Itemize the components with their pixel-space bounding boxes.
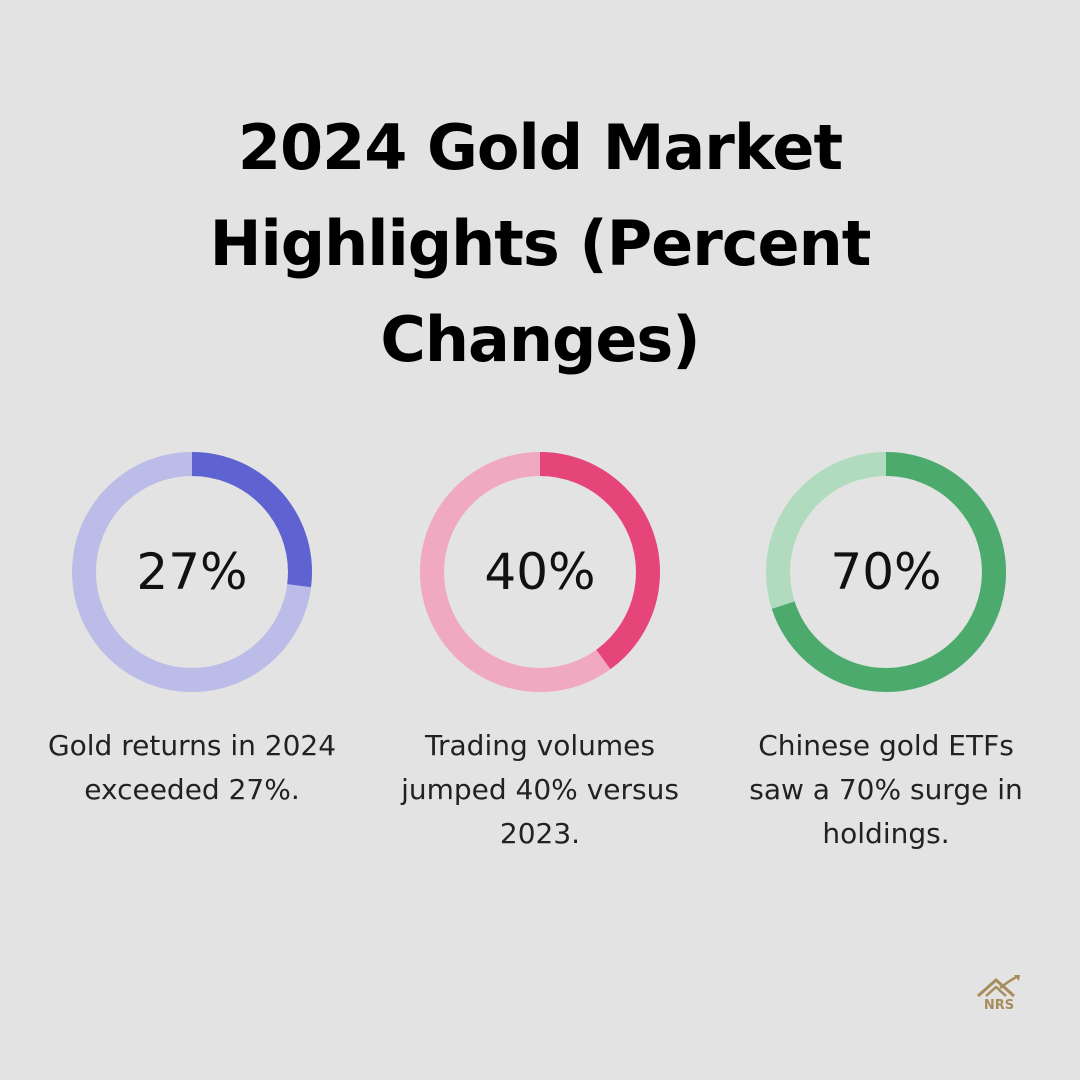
stat-card-etfs: 70% Chinese gold ETFs saw a 70% surge in… — [706, 452, 1066, 856]
stat-caption: Chinese gold ETFs saw a 70% surge in hol… — [749, 729, 1023, 850]
donut-chart: 70% — [766, 452, 1006, 692]
donut-chart: 27% — [72, 452, 312, 692]
stat-caption: Gold returns in 2024 exceeded 27%. — [47, 729, 337, 806]
stat-card-volumes: 40% Trading volumes jumped 40% versus 20… — [360, 452, 720, 856]
donut-value-arc — [72, 452, 312, 692]
stat-card-returns: 27% Gold returns in 2024 exceeded 27%. — [12, 452, 372, 812]
percent-label: 27% — [136, 543, 248, 601]
logo-text: NRS — [983, 998, 1015, 1013]
donut-value-arc — [766, 452, 1006, 692]
percent-label: 40% — [484, 543, 596, 601]
donut-value-arc — [420, 452, 660, 692]
house-chart-logo-icon — [977, 974, 1020, 998]
donut-svg — [420, 452, 660, 692]
page-title: 2024 Gold Market Highlights (Percent Cha… — [209, 111, 872, 376]
donut-chart: 40% — [420, 452, 660, 692]
nrs-logo: NRS — [974, 974, 1024, 1018]
stat-caption: Trading volumes jumped 40% versus 2023. — [401, 729, 679, 850]
percent-label: 70% — [830, 543, 942, 601]
donut-svg — [72, 452, 312, 692]
donut-svg — [766, 452, 1006, 692]
